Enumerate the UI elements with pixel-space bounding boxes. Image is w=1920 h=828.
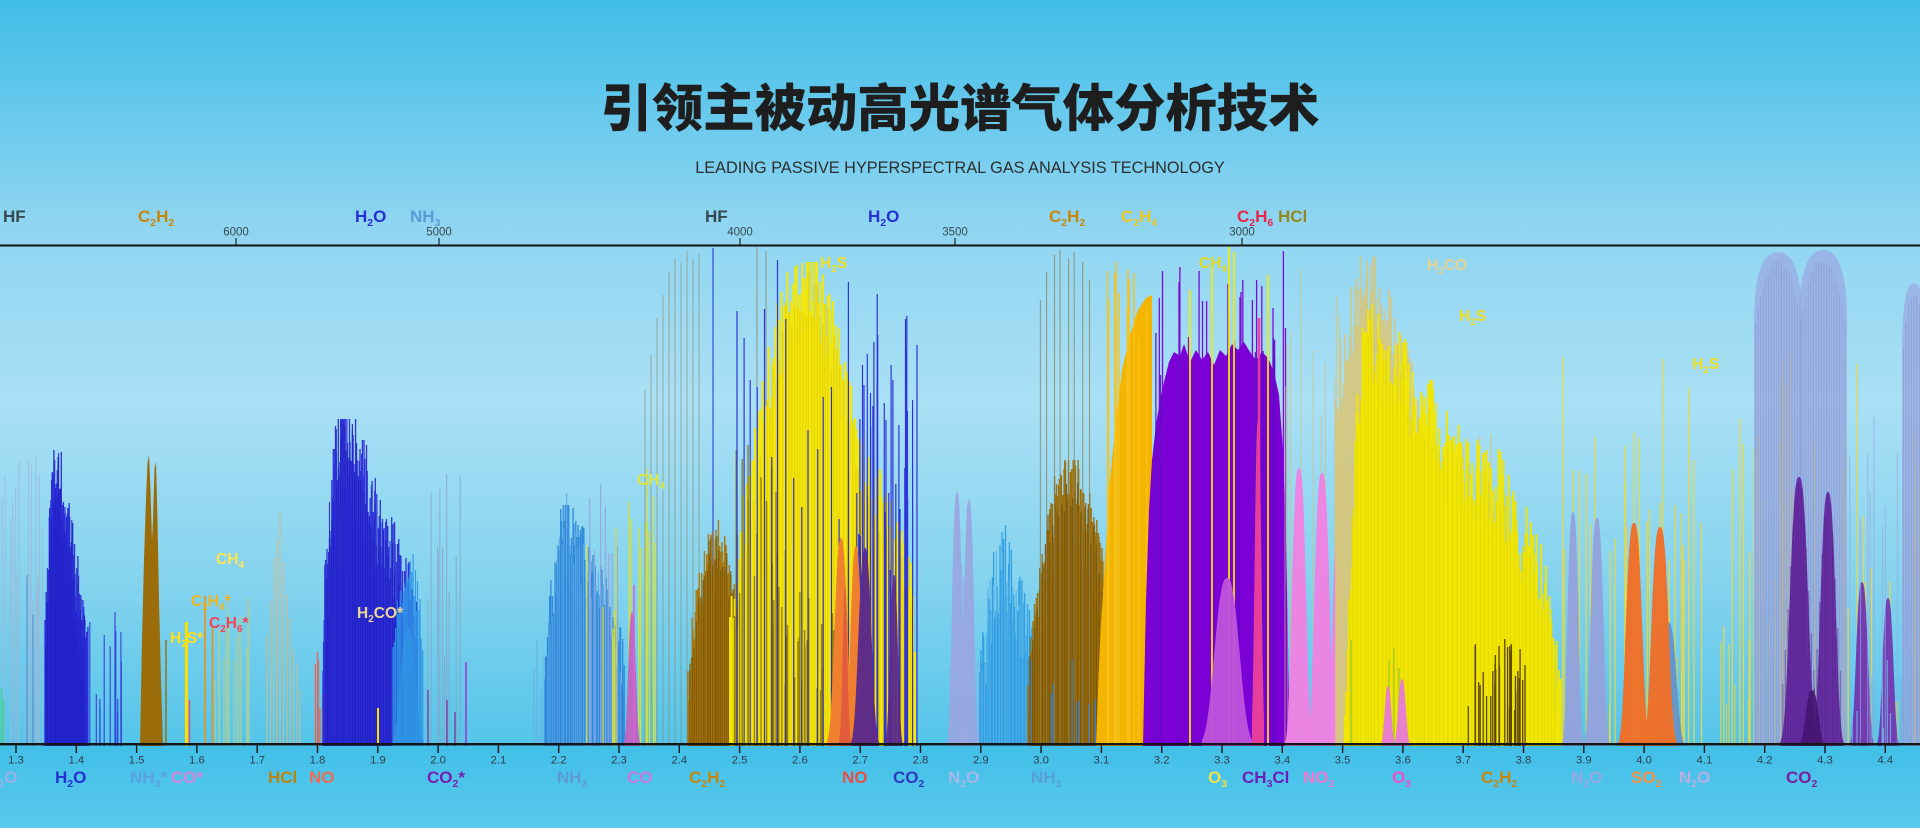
svg-text:1.3: 1.3 — [8, 755, 24, 767]
svg-text:O3: O3 — [1208, 768, 1227, 790]
svg-text:3.3: 3.3 — [1214, 755, 1230, 767]
svg-text:1.7: 1.7 — [249, 755, 265, 767]
svg-text:NH3*: NH3* — [130, 768, 167, 790]
svg-text:2.8: 2.8 — [913, 755, 929, 767]
svg-text:HCl: HCl — [1278, 207, 1307, 226]
svg-text:4.0: 4.0 — [1636, 755, 1652, 767]
svg-text:2.6: 2.6 — [792, 755, 808, 767]
svg-text:4.4: 4.4 — [1877, 755, 1893, 767]
svg-text:H2S: H2S — [820, 255, 847, 275]
svg-text:3.9: 3.9 — [1576, 755, 1592, 767]
svg-text:1.5: 1.5 — [129, 755, 145, 767]
svg-text:2.4: 2.4 — [671, 755, 687, 767]
svg-text:N2O: N2O — [1571, 768, 1602, 790]
svg-text:5000: 5000 — [426, 227, 452, 239]
svg-text:SO2: SO2 — [1631, 768, 1662, 790]
svg-text:NH3: NH3 — [557, 768, 588, 790]
svg-text:C2H6: C2H6 — [1237, 207, 1273, 229]
svg-text:3.8: 3.8 — [1516, 755, 1532, 767]
svg-text:NH3: NH3 — [1031, 768, 1062, 790]
svg-text:CH3Cl: CH3Cl — [1242, 768, 1289, 790]
svg-text:CO: CO — [627, 768, 653, 787]
svg-text:H2O: H2O — [868, 207, 899, 229]
svg-text:1.6: 1.6 — [189, 755, 205, 767]
svg-text:H2O: H2O — [55, 768, 86, 790]
svg-text:3.0: 3.0 — [1033, 755, 1049, 767]
svg-text:C2H4*: C2H4* — [191, 593, 232, 613]
svg-text:LEADING PASSIVE HYPERSPECTRAL: LEADING PASSIVE HYPERSPECTRAL GAS ANALYS… — [695, 159, 1225, 177]
svg-text:3.6: 3.6 — [1395, 755, 1411, 767]
svg-text:NH3: NH3 — [410, 207, 441, 229]
svg-text:H2S*: H2S* — [170, 630, 204, 650]
svg-text:CH4: CH4 — [637, 472, 665, 492]
svg-text:O3: O3 — [1392, 768, 1411, 790]
svg-text:2.5: 2.5 — [732, 755, 748, 767]
svg-text:C2H6*: C2H6* — [209, 615, 250, 635]
svg-text:CO2: CO2 — [893, 768, 925, 790]
svg-text:C2H2: C2H2 — [689, 768, 725, 790]
svg-text:4.1: 4.1 — [1697, 755, 1713, 767]
svg-text:4.2: 4.2 — [1757, 755, 1773, 767]
svg-text:N2O: N2O — [1679, 768, 1710, 790]
svg-text:H2S: H2S — [1459, 308, 1486, 328]
svg-text:HF: HF — [705, 207, 728, 226]
svg-text:CO2*: CO2* — [427, 768, 465, 790]
svg-text:2.3: 2.3 — [611, 755, 627, 767]
svg-text:2.7: 2.7 — [852, 755, 868, 767]
svg-text:3.1: 3.1 — [1094, 755, 1110, 767]
svg-text:N2O: N2O — [0, 768, 17, 790]
svg-text:CO*: CO* — [171, 768, 204, 787]
svg-text:H2O: H2O — [355, 207, 386, 229]
svg-text:1.4: 1.4 — [68, 755, 84, 767]
svg-text:C2H4: C2H4 — [1121, 207, 1157, 229]
svg-text:3.5: 3.5 — [1335, 755, 1351, 767]
svg-text:CH4: CH4 — [216, 551, 244, 571]
svg-text:3000: 3000 — [1229, 227, 1255, 239]
svg-text:1.8: 1.8 — [310, 755, 326, 767]
svg-text:C2H2: C2H2 — [138, 207, 174, 229]
svg-text:CH4: CH4 — [1199, 255, 1227, 275]
svg-text:3.7: 3.7 — [1455, 755, 1471, 767]
svg-text:2.1: 2.1 — [491, 755, 507, 767]
svg-text:H2CO: H2CO — [1427, 257, 1467, 277]
svg-text:H2CO*: H2CO* — [357, 605, 404, 625]
svg-text:4000: 4000 — [727, 227, 753, 239]
svg-text:3500: 3500 — [942, 227, 968, 239]
svg-text:1.9: 1.9 — [370, 755, 386, 767]
svg-text:H2S: H2S — [1692, 356, 1719, 376]
svg-text:3.4: 3.4 — [1274, 755, 1290, 767]
svg-text:2.0: 2.0 — [430, 755, 446, 767]
svg-text:NO: NO — [842, 768, 868, 787]
svg-text:NO: NO — [309, 768, 335, 787]
svg-text:4.3: 4.3 — [1817, 755, 1833, 767]
svg-text:C2H2: C2H2 — [1049, 207, 1085, 229]
svg-text:NO2: NO2 — [1303, 768, 1335, 790]
svg-text:N2O: N2O — [948, 768, 979, 790]
svg-text:HCl: HCl — [268, 768, 297, 787]
svg-text:C2H2: C2H2 — [1481, 768, 1517, 790]
svg-text:2.2: 2.2 — [551, 755, 567, 767]
svg-text:CO2: CO2 — [1786, 768, 1818, 790]
svg-text:3.2: 3.2 — [1154, 755, 1170, 767]
svg-text:6000: 6000 — [223, 227, 249, 239]
svg-text:2.9: 2.9 — [973, 755, 989, 767]
svg-text:HF: HF — [3, 207, 26, 226]
